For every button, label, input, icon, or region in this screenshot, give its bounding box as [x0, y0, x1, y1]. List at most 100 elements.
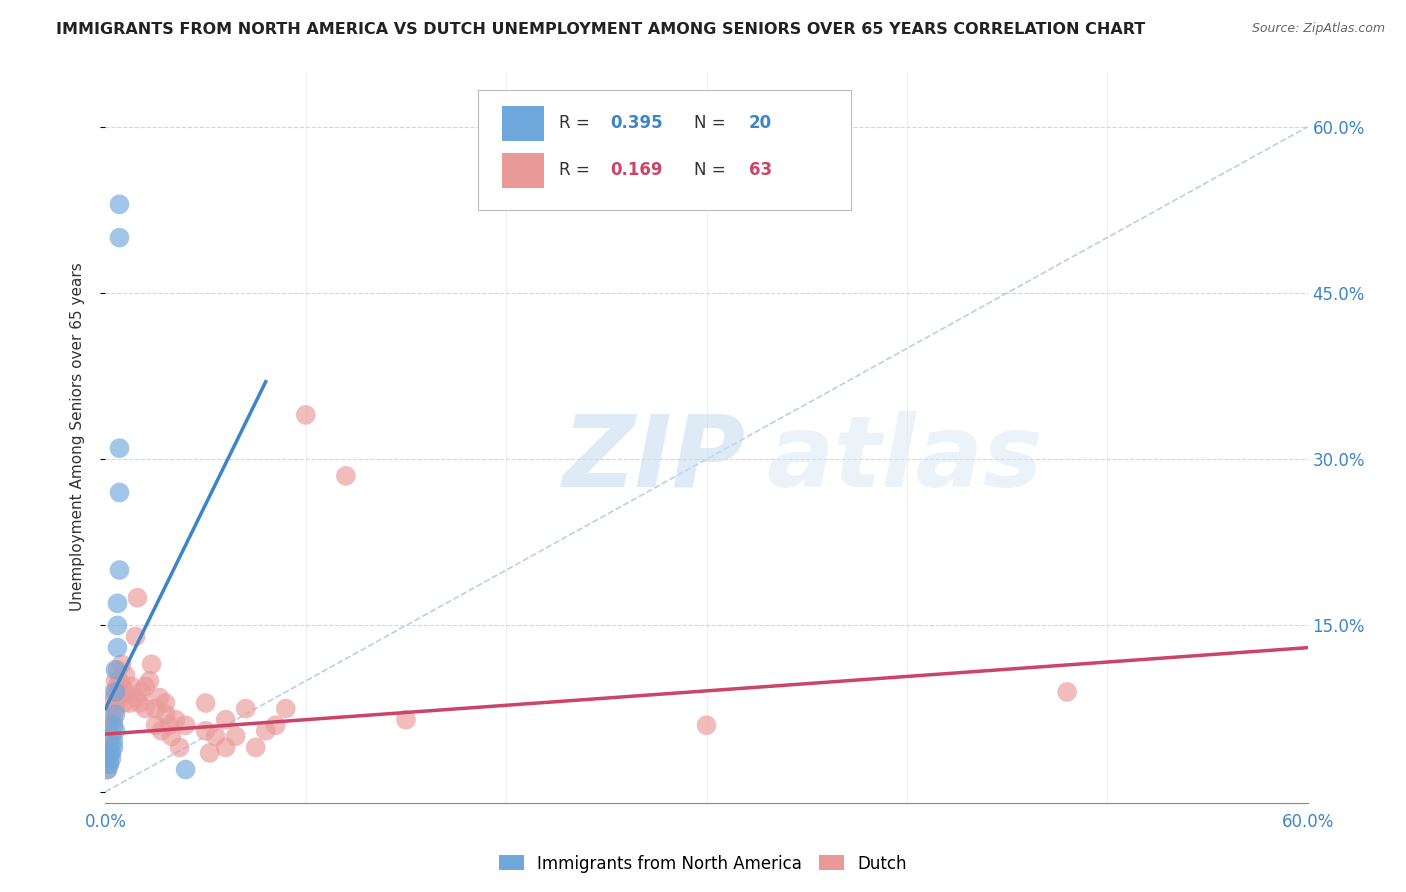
Point — [96, 751, 118, 765]
Point — [118, 696, 141, 710]
Point — [159, 718, 181, 732]
Text: atlas: atlas — [766, 410, 1043, 508]
Point — [335, 468, 357, 483]
Point — [121, 680, 143, 694]
Text: IMMIGRANTS FROM NORTH AMERICA VS DUTCH UNEMPLOYMENT AMONG SENIORS OVER 65 YEARS : IMMIGRANTS FROM NORTH AMERICA VS DUTCH U… — [56, 22, 1146, 37]
Point — [108, 563, 131, 577]
Point — [395, 713, 418, 727]
Point — [124, 630, 146, 644]
Point — [100, 751, 122, 765]
FancyBboxPatch shape — [478, 90, 851, 211]
Point — [169, 740, 191, 755]
Point — [104, 723, 127, 738]
Point — [108, 673, 131, 688]
Point — [135, 680, 157, 694]
Text: 20: 20 — [748, 113, 772, 131]
Point — [108, 485, 131, 500]
Point — [235, 701, 257, 715]
Text: R =: R = — [558, 161, 589, 179]
Point — [96, 763, 118, 777]
Point — [245, 740, 267, 755]
Point — [155, 696, 177, 710]
Text: N =: N = — [695, 161, 725, 179]
Point — [128, 696, 150, 710]
Point — [225, 729, 247, 743]
Point — [295, 408, 318, 422]
Point — [145, 718, 167, 732]
Point — [174, 718, 197, 732]
Point — [160, 729, 183, 743]
Legend: Immigrants from North America, Dutch: Immigrants from North America, Dutch — [492, 848, 914, 880]
Point — [131, 685, 153, 699]
Text: N =: N = — [695, 113, 725, 131]
Text: Source: ZipAtlas.com: Source: ZipAtlas.com — [1251, 22, 1385, 36]
Point — [104, 707, 127, 722]
Point — [96, 763, 118, 777]
Point — [98, 735, 121, 749]
Point — [108, 197, 131, 211]
Point — [124, 690, 146, 705]
Text: ZIP: ZIP — [562, 410, 745, 508]
Point — [696, 718, 718, 732]
Point — [104, 701, 127, 715]
Point — [103, 685, 125, 699]
Point — [108, 690, 131, 705]
Point — [114, 685, 136, 699]
FancyBboxPatch shape — [502, 153, 544, 188]
Point — [138, 673, 160, 688]
Point — [107, 596, 129, 610]
Point — [141, 657, 163, 672]
Point — [104, 690, 127, 705]
Point — [214, 740, 236, 755]
Point — [135, 701, 157, 715]
Point — [98, 757, 121, 772]
Point — [264, 718, 287, 732]
Point — [110, 680, 132, 694]
Point — [103, 735, 125, 749]
Point — [98, 757, 121, 772]
Point — [100, 746, 122, 760]
Point — [194, 696, 217, 710]
Point — [100, 729, 122, 743]
Y-axis label: Unemployment Among Seniors over 65 years: Unemployment Among Seniors over 65 years — [70, 263, 84, 611]
Point — [104, 663, 127, 677]
Point — [114, 668, 136, 682]
Point — [103, 713, 125, 727]
Text: 0.395: 0.395 — [610, 113, 664, 131]
Point — [98, 746, 121, 760]
Point — [254, 723, 277, 738]
Point — [98, 718, 121, 732]
Point — [204, 729, 226, 743]
Point — [108, 230, 131, 244]
Point — [274, 701, 297, 715]
Text: 0.169: 0.169 — [610, 161, 662, 179]
Point — [108, 441, 131, 455]
Point — [107, 640, 129, 655]
Point — [107, 663, 129, 677]
Point — [165, 713, 187, 727]
Point — [148, 690, 170, 705]
Point — [174, 763, 197, 777]
Point — [110, 657, 132, 672]
Point — [104, 673, 127, 688]
Point — [100, 696, 122, 710]
Point — [100, 707, 122, 722]
Point — [150, 723, 173, 738]
Point — [96, 740, 118, 755]
Point — [107, 680, 129, 694]
Point — [104, 685, 127, 699]
Point — [103, 718, 125, 732]
Point — [1056, 685, 1078, 699]
Point — [194, 723, 217, 738]
Point — [145, 701, 167, 715]
Point — [112, 696, 135, 710]
FancyBboxPatch shape — [502, 106, 544, 141]
Text: R =: R = — [558, 113, 589, 131]
Point — [198, 746, 221, 760]
Point — [103, 740, 125, 755]
Point — [107, 618, 129, 632]
Point — [214, 713, 236, 727]
Text: 63: 63 — [748, 161, 772, 179]
Point — [127, 591, 149, 605]
Point — [155, 707, 177, 722]
